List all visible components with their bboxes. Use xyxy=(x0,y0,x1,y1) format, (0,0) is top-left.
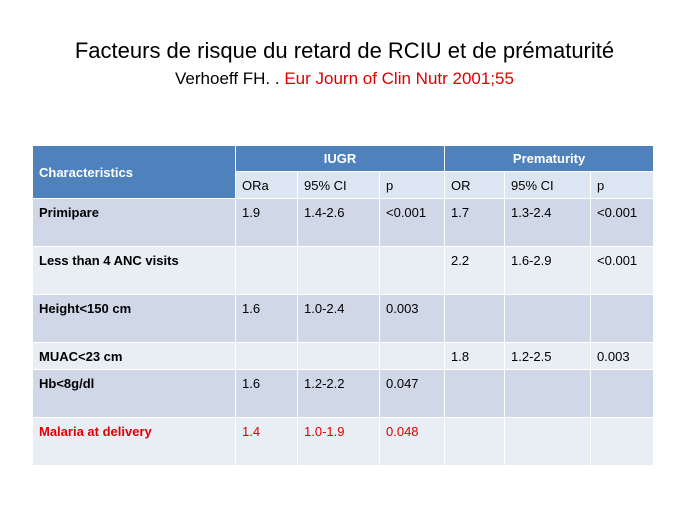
subheader-prem-or: OR xyxy=(444,171,506,199)
row-label: Malaria at delivery xyxy=(32,417,236,466)
subheader-prem-p: p xyxy=(590,171,655,199)
cell-iugr-or: 1.4 xyxy=(235,417,298,466)
row-label: Primipare xyxy=(32,198,236,247)
subheader-iugr-ci: 95% CI xyxy=(297,171,380,199)
cell-iugr-p: 0.003 xyxy=(378,294,446,343)
cell-prem-p: <0.001 xyxy=(590,246,655,295)
cell-iugr-ci xyxy=(297,246,380,295)
risk-factor-table: Characteristics IUGR Prematurity ORa 95%… xyxy=(32,145,655,466)
cell-iugr-p xyxy=(378,342,446,370)
cell-prem-or: 1.8 xyxy=(444,342,506,370)
cell-iugr-ci: 1.0-1.9 xyxy=(297,417,380,466)
slide-subtitle: Verhoeff FH. . Eur Journ of Clin Nutr 20… xyxy=(0,68,689,90)
row-label: Height<150 cm xyxy=(32,294,236,343)
cell-iugr-or: 1.6 xyxy=(235,294,298,343)
cell-iugr-or xyxy=(235,246,298,295)
cell-iugr-or xyxy=(235,342,298,370)
row-label: Hb<8g/dl xyxy=(32,369,236,418)
row-label: Less than 4 ANC visits xyxy=(32,246,236,295)
cell-prem-or: 2.2 xyxy=(444,246,506,295)
table-row: Primipare 1.9 1.4-2.6 <0.001 1.7 1.3-2.4… xyxy=(32,198,655,247)
table-row: Hb<8g/dl 1.6 1.2-2.2 0.047 xyxy=(32,369,655,418)
cell-iugr-p: 0.047 xyxy=(378,369,446,418)
cell-prem-or xyxy=(444,294,506,343)
table-row: Height<150 cm 1.6 1.0-2.4 0.003 xyxy=(32,294,655,343)
cell-prem-ci: 1.3-2.4 xyxy=(504,198,592,247)
subtitle-author: Verhoeff FH. . xyxy=(175,69,285,88)
cell-prem-or xyxy=(444,369,506,418)
cell-prem-ci: 1.2-2.5 xyxy=(504,342,592,370)
header-characteristics: Characteristics xyxy=(32,145,236,199)
cell-prem-p xyxy=(590,294,655,343)
cell-iugr-p: 0.048 xyxy=(378,417,446,466)
table-row-highlighted: Malaria at delivery 1.4 1.0-1.9 0.048 xyxy=(32,417,655,466)
cell-iugr-ci: 1.0-2.4 xyxy=(297,294,380,343)
cell-prem-ci xyxy=(504,369,592,418)
cell-iugr-ci: 1.2-2.2 xyxy=(297,369,380,418)
cell-prem-p: <0.001 xyxy=(590,198,655,247)
header-iugr: IUGR xyxy=(234,145,446,172)
subheader-iugr-ora: ORa xyxy=(235,171,298,199)
cell-prem-p: 0.003 xyxy=(590,342,655,370)
cell-iugr-p: <0.001 xyxy=(378,198,446,247)
cell-prem-or xyxy=(444,417,506,466)
subtitle-reference: Eur Journ of Clin Nutr 2001;55 xyxy=(284,69,514,88)
row-label: MUAC<23 cm xyxy=(32,342,236,370)
cell-iugr-ci: 1.4-2.6 xyxy=(297,198,380,247)
cell-iugr-or: 1.9 xyxy=(235,198,298,247)
table-row: Less than 4 ANC visits 2.2 1.6-2.9 <0.00… xyxy=(32,246,655,295)
cell-prem-ci xyxy=(504,417,592,466)
cell-prem-p xyxy=(590,417,655,466)
cell-iugr-ci xyxy=(297,342,380,370)
cell-prem-or: 1.7 xyxy=(444,198,506,247)
cell-iugr-p xyxy=(378,246,446,295)
slide-title: Facteurs de risque du retard de RCIU et … xyxy=(74,38,615,63)
cell-iugr-or: 1.6 xyxy=(235,369,298,418)
cell-prem-p xyxy=(590,369,655,418)
subheader-prem-ci: 95% CI xyxy=(504,171,592,199)
table-row: MUAC<23 cm 1.8 1.2-2.5 0.003 xyxy=(32,342,655,370)
cell-prem-ci: 1.6-2.9 xyxy=(504,246,592,295)
header-prematurity: Prematurity xyxy=(444,145,655,172)
cell-prem-ci xyxy=(504,294,592,343)
subheader-iugr-p: p xyxy=(378,171,446,199)
